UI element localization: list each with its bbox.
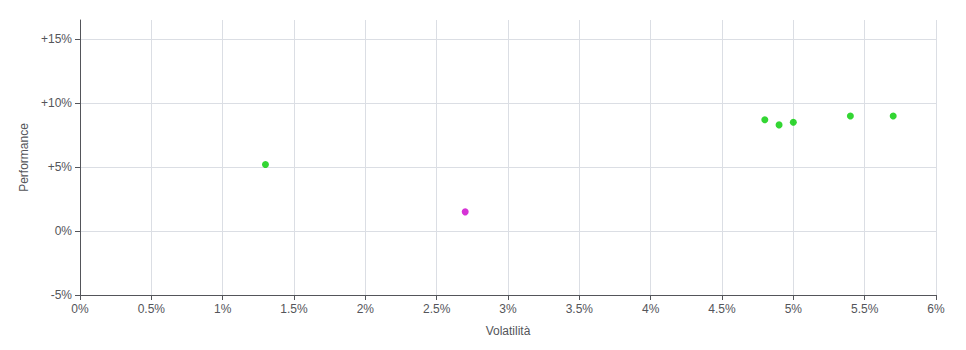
svg-text:3%: 3% bbox=[499, 302, 517, 316]
svg-text:4%: 4% bbox=[642, 302, 660, 316]
svg-text:0%: 0% bbox=[55, 224, 73, 238]
svg-text:5%: 5% bbox=[785, 302, 803, 316]
svg-text:2%: 2% bbox=[357, 302, 375, 316]
svg-text:4.5%: 4.5% bbox=[708, 302, 736, 316]
svg-text:+5%: +5% bbox=[48, 160, 73, 174]
svg-text:1%: 1% bbox=[214, 302, 232, 316]
svg-text:1.5%: 1.5% bbox=[280, 302, 308, 316]
svg-text:5.5%: 5.5% bbox=[851, 302, 879, 316]
svg-text:Volatilità: Volatilità bbox=[486, 324, 531, 338]
svg-text:6%: 6% bbox=[927, 302, 945, 316]
svg-text:-5%: -5% bbox=[51, 288, 73, 302]
svg-text:2.5%: 2.5% bbox=[423, 302, 451, 316]
svg-text:3.5%: 3.5% bbox=[566, 302, 594, 316]
svg-text:Performance: Performance bbox=[17, 123, 31, 192]
svg-text:+15%: +15% bbox=[41, 32, 72, 46]
svg-text:0%: 0% bbox=[71, 302, 89, 316]
svg-text:0.5%: 0.5% bbox=[138, 302, 166, 316]
svg-text:+10%: +10% bbox=[41, 96, 72, 110]
